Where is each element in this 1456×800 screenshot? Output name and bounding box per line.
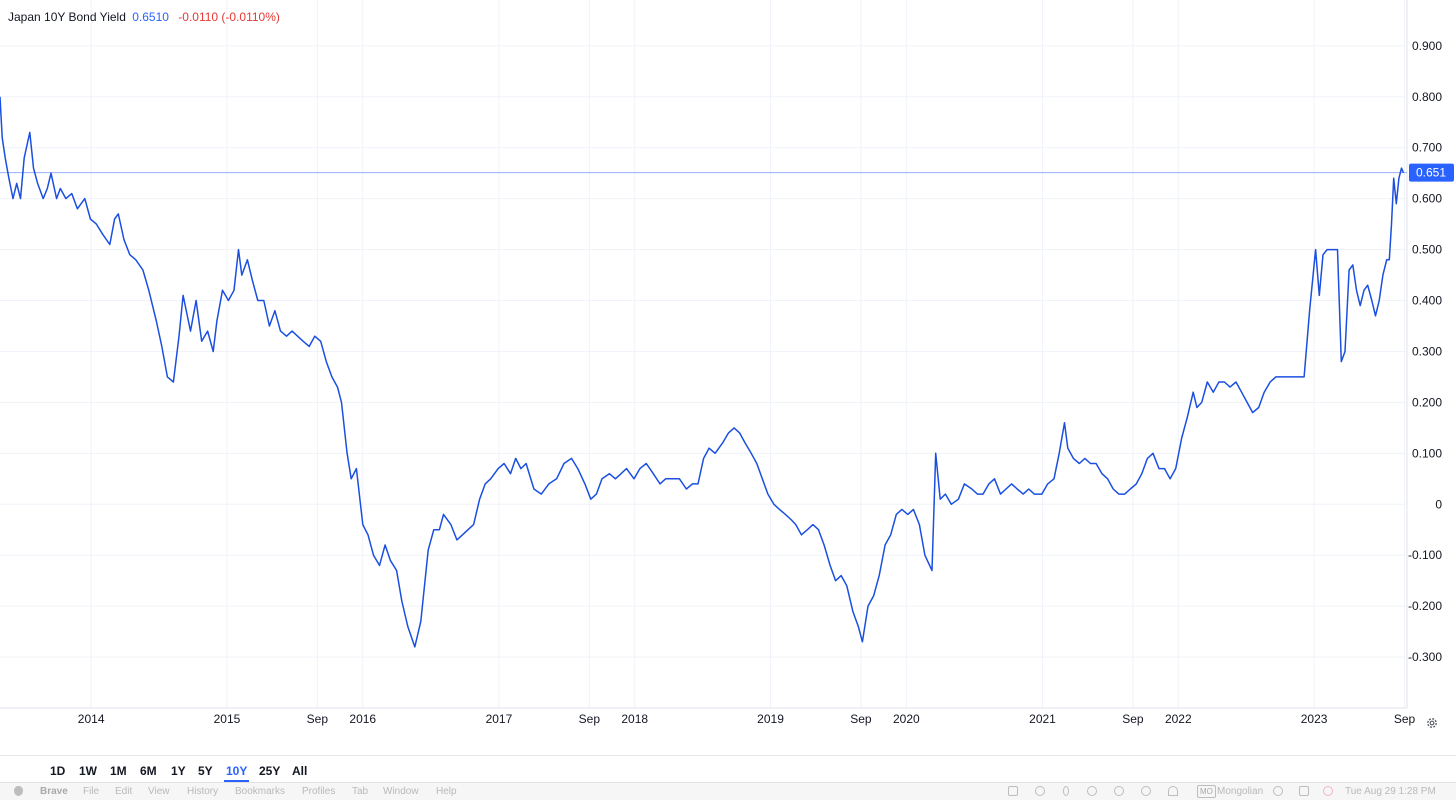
siri-icon[interactable] [1323, 786, 1333, 796]
y-tick-label: 0.700 [1412, 141, 1442, 155]
x-tick-label: 2019 [757, 712, 784, 726]
range-button-25y[interactable]: 25Y [259, 764, 281, 778]
y-tick-label: -0.300 [1408, 650, 1442, 664]
menu-bookmarks[interactable]: Bookmarks [235, 786, 286, 797]
y-tick-label: 0.300 [1412, 344, 1442, 358]
y-tick-label: 0.400 [1412, 294, 1442, 308]
legend-last-value: 0.6510 [132, 10, 169, 24]
range-button-1y[interactable]: 1Y [171, 764, 186, 778]
menu-edit[interactable]: Edit [115, 786, 133, 797]
y-tick-label: 0.800 [1412, 90, 1442, 104]
x-tick-label: 2014 [78, 712, 105, 726]
x-tick-label: Sep [579, 712, 601, 726]
y-tick-label: -0.100 [1408, 548, 1442, 562]
x-tick-label: Sep [1122, 712, 1144, 726]
chart-area[interactable]: 0.900 0.800 0.700 0.600 0.500 0.400 0.300 0.200… [0, 0, 1456, 755]
time-range-bar: 1D 1W 1M 6M 1Y 5Y 10Y 25Y All [0, 755, 1456, 783]
current-price-tag-text: 0.651 [1416, 166, 1446, 180]
range-button-1m[interactable]: 1M [110, 764, 127, 778]
menu-view[interactable]: View [148, 786, 170, 797]
x-tick-label: 2022 [1165, 712, 1192, 726]
x-tick-label: Sep [850, 712, 872, 726]
current-price-tag: 0.651 [1409, 163, 1454, 182]
menu-help[interactable]: Help [436, 786, 457, 797]
menu-file[interactable]: File [83, 786, 100, 797]
play-icon[interactable] [1141, 786, 1151, 796]
y-tick-label: 0.500 [1412, 243, 1442, 257]
x-tick-label: Sep [307, 712, 329, 726]
legend-symbol-name: Japan 10Y Bond Yield [8, 10, 126, 24]
legend-change: -0.0110 (-0.0110%) [178, 10, 280, 24]
lock-icon[interactable] [1008, 786, 1018, 796]
clock-icon[interactable] [1114, 786, 1124, 796]
menu-history[interactable]: History [187, 786, 219, 797]
wifi-icon[interactable] [1168, 786, 1178, 796]
y-tick-label: 0.600 [1412, 192, 1442, 206]
macos-menu-bar: Brave File Edit View History Bookmarks P… [0, 782, 1456, 800]
x-tick-label: 2021 [1029, 712, 1056, 726]
grid-lines [0, 0, 1406, 708]
menubar-clock[interactable]: Tue Aug 29 1:28 PM [1345, 786, 1436, 797]
y-tick-label: 0.900 [1412, 39, 1442, 53]
x-tick-label: 2020 [893, 712, 920, 726]
menu-window[interactable]: Window [383, 786, 419, 797]
menu-profiles[interactable]: Profiles [302, 786, 336, 797]
cloud-icon[interactable] [1035, 786, 1045, 796]
search-icon[interactable] [1273, 786, 1283, 796]
series-line-japan-10y [0, 96, 1405, 648]
y-tick-label: 0.200 [1412, 395, 1442, 409]
x-tick-label: 2015 [214, 712, 241, 726]
range-button-5y[interactable]: 5Y [198, 764, 213, 778]
y-tick-label: 0 [1435, 497, 1442, 511]
settings-gear-icon[interactable] [1425, 716, 1439, 730]
bluetooth-icon[interactable] [1063, 786, 1069, 796]
user-icon[interactable] [1087, 786, 1097, 796]
range-button-1w[interactable]: 1W [79, 764, 97, 778]
apple-icon[interactable] [14, 786, 23, 796]
range-button-6m[interactable]: 6M [140, 764, 157, 778]
x-tick-label: Sep [1394, 712, 1416, 726]
y-tick-label: -0.200 [1408, 599, 1442, 613]
x-tick-label: 2023 [1301, 712, 1328, 726]
x-tick-label: 2018 [621, 712, 648, 726]
input-source-badge[interactable]: MO [1197, 785, 1216, 798]
range-button-10y[interactable]: 10Y [223, 764, 250, 782]
menu-tab[interactable]: Tab [352, 786, 369, 797]
range-button-all[interactable]: All [292, 764, 308, 778]
control-center-icon[interactable] [1299, 786, 1309, 796]
x-axis-labels: 2014 2015 Sep 2016 2017 Sep 2018 2019 Sep 2020 202… [78, 712, 1416, 726]
x-tick-label: 2017 [486, 712, 513, 726]
input-source-label[interactable]: Mongolian [1217, 786, 1264, 797]
range-button-1d[interactable]: 1D [50, 764, 66, 778]
y-axis-labels: 0.900 0.800 0.700 0.600 0.500 0.400 0.300 0.200… [1408, 39, 1442, 664]
x-tick-label: 2016 [349, 712, 376, 726]
menu-app-name[interactable]: Brave [40, 786, 68, 797]
chart-legend: Japan 10Y Bond Yield 0.6510 -0.0110 (-0.… [8, 10, 280, 24]
y-tick-label: 0.100 [1412, 446, 1442, 460]
